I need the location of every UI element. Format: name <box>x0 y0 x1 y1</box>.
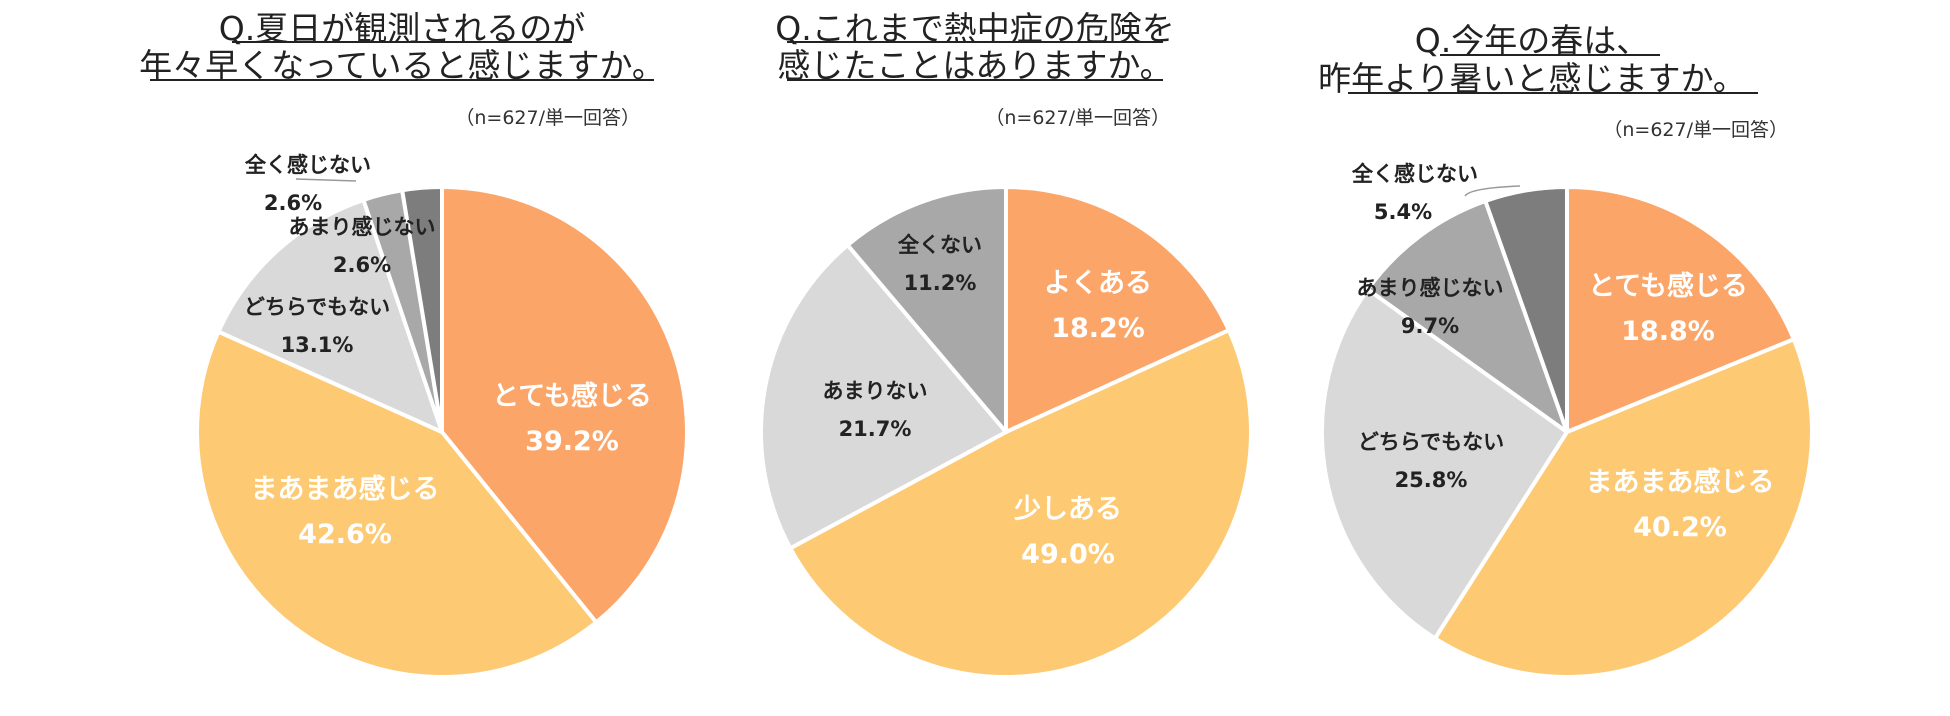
chart-2: Q.これまで熱中症の危険を 感じたことはありますか。 （n=627/単一回答） … <box>759 9 1253 679</box>
chart-3-slice-5-value: 5.4% <box>1374 200 1432 224</box>
chart-2-pie <box>759 185 1253 679</box>
chart-3-slice-4 <box>1365 199 1569 434</box>
chart-3-slice-5-label: 全く感じない <box>1351 162 1478 186</box>
chart-2-slice-4 <box>845 185 1008 434</box>
chart-1-title-line-2: 年々早くなっていると感じますか。 <box>139 46 665 85</box>
chart-1-slice-2 <box>195 329 599 679</box>
chart-1-labels: とても感じる 39.2% まあまあ感じる 42.6% どちらでもない 13.1% あまり感じ… <box>244 153 652 550</box>
chart-3-labels: とても感じる 18.8% まあまあ感じる 40.2% どちらでもない 25.8% あまり感じ… <box>1351 162 1775 543</box>
chart-3-slice-2-label: まあまあ感じる <box>1586 466 1775 498</box>
chart-3-slice-3 <box>1320 287 1569 641</box>
chart-1-slice-4-value: 2.6% <box>333 253 391 277</box>
chart-2-slice-2-value: 49.0% <box>1021 539 1115 570</box>
chart-2-sample-note: （n=627/単一回答） <box>985 107 1170 129</box>
chart-3-slice-1-value: 18.8% <box>1621 316 1715 347</box>
chart-2-labels: よくある 18.2% 少しある 49.0% あまりない 21.7% 全くない 11.2% <box>823 233 1153 570</box>
chart-3-slice-2-value: 40.2% <box>1633 512 1727 543</box>
chart-3-slice-1-label: とても感じる <box>1588 270 1748 302</box>
chart-2-title-line-2: 感じたことはありますか。 <box>777 46 1172 85</box>
chart-1: Q.夏日が観測されるのが 年々早くなっていると感じますか。 （n=627/単一回… <box>139 9 689 679</box>
chart-3-slice-3-value: 25.8% <box>1395 468 1468 492</box>
chart-1-slice-2-value: 42.6% <box>298 519 392 550</box>
chart-2-slice-1-value: 18.2% <box>1051 313 1145 344</box>
chart-2-slice-4-label: 全くない <box>897 233 982 257</box>
chart-3-slice-4-value: 9.7% <box>1401 314 1459 338</box>
chart-2-slice-3-value: 21.7% <box>839 417 912 441</box>
chart-2-slice-3-label: あまりない <box>823 379 928 403</box>
chart-1-slice-2-label: まあまあ感じる <box>251 473 440 505</box>
chart-2-slice-1 <box>1004 185 1231 434</box>
chart-1-slice-1-label: とても感じる <box>492 380 652 412</box>
chart-3-leader-line <box>1464 185 1521 197</box>
chart-3-slice-5 <box>1483 185 1569 434</box>
chart-3-slice-1 <box>1565 185 1796 434</box>
chart-2-slice-3 <box>759 243 1008 551</box>
chart-3-pie <box>1320 185 1814 679</box>
chart-3-sample-note: （n=627/単一回答） <box>1603 119 1788 141</box>
chart-1-slice-5-value: 2.6% <box>264 191 322 215</box>
chart-3-slice-2 <box>1432 337 1814 679</box>
chart-1-slice-3-value: 13.1% <box>281 333 354 357</box>
chart-1-slice-1 <box>440 185 689 625</box>
chart-1-leader-line <box>295 178 357 182</box>
chart-1-slice-5 <box>400 185 444 434</box>
chart-3-title-line-2: 昨年より暑いと感じますか。 <box>1318 59 1746 98</box>
chart-3-title-line-1: Q.今年の春は、 <box>1415 21 1649 60</box>
chart-2-slice-2 <box>788 328 1253 679</box>
chart-2-slice-1-label: よくある <box>1044 268 1152 299</box>
chart-1-slice-4-label: あまり感じない <box>289 215 436 239</box>
chart-1-slice-3-label: どちらでもない <box>244 295 390 319</box>
chart-2-slice-4-value: 11.2% <box>904 271 977 295</box>
chart-2-slice-2-label: 少しある <box>1014 494 1122 525</box>
chart-3-slice-4-label: あまり感じない <box>1357 276 1504 300</box>
chart-3-slice-3-label: どちらでもない <box>1358 430 1504 454</box>
chart-1-sample-note: （n=627/単一回答） <box>455 107 640 129</box>
chart-3: Q.今年の春は、 昨年より暑いと感じますか。 （n=627/単一回答） とても感… <box>1318 21 1814 679</box>
chart-1-slice-5-label: 全く感じない <box>244 153 371 177</box>
chart-1-slice-3 <box>216 197 444 434</box>
chart-1-pie <box>195 185 689 679</box>
chart-1-slice-1-value: 39.2% <box>525 426 619 457</box>
